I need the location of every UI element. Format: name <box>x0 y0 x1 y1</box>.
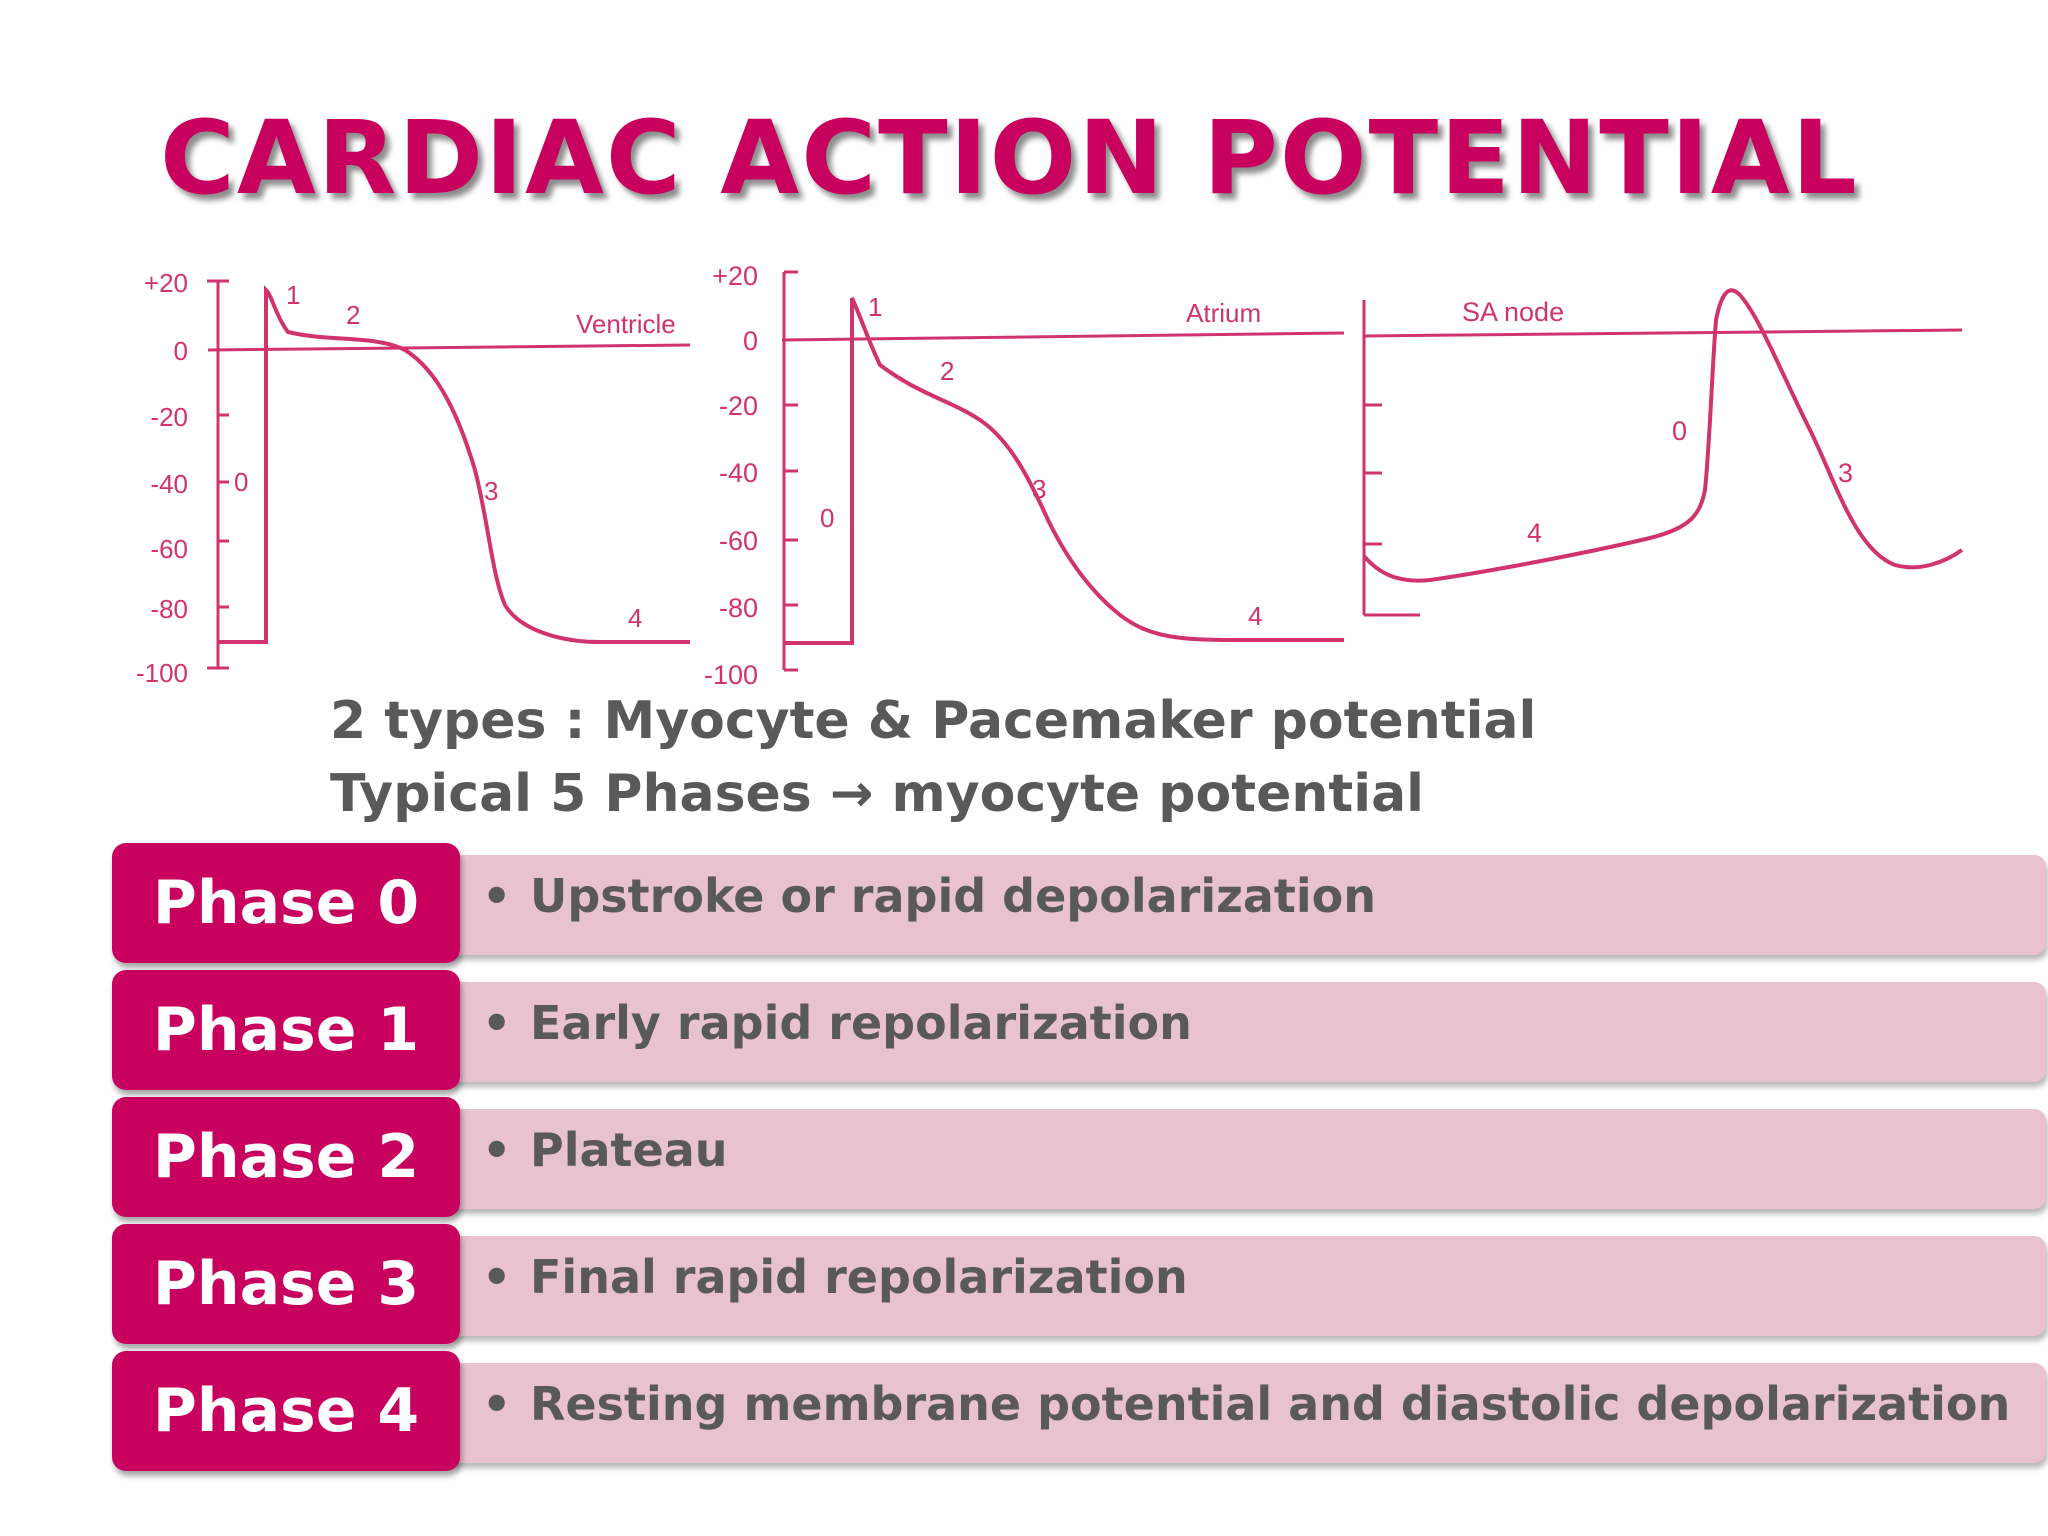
sa-node-curve <box>1362 288 1964 583</box>
phase-description-text: Resting membrane potential and diastolic… <box>530 1377 2011 1431</box>
ventricle-tick-label: -40 <box>150 469 188 499</box>
phase-description: • Early rapid repolarization <box>482 996 1192 1051</box>
sa-node-plot: SA node 0 3 4 <box>1362 288 1964 617</box>
ventricle-curve <box>218 285 690 644</box>
ventricle-tick-label: 0 <box>174 336 188 366</box>
atrium-tick-label: -60 <box>719 526 758 556</box>
phase-row: Phase 4 • Resting membrane potential and … <box>112 1351 2046 1473</box>
phase-label: Phase 3 <box>152 1249 420 1319</box>
phase-label-box: Phase 1 <box>112 970 460 1090</box>
atrium-zero-line <box>781 331 1345 342</box>
phase-description-bar <box>442 855 2046 955</box>
ventricle-label: Ventricle <box>576 309 676 339</box>
phase-description: • Upstroke or rapid depolarization <box>482 869 1376 924</box>
phase-label: Phase 4 <box>152 1376 420 1446</box>
ventricle-plot: +20 0 -20 -40 -60 -80 -100 Ventricle 0 1… <box>136 268 691 688</box>
atrium-tick-label: -80 <box>719 593 758 623</box>
phase-description-text: Final rapid repolarization <box>530 1250 1188 1304</box>
bullet-icon: • <box>482 1123 512 1177</box>
atrium-label: Atrium <box>1186 298 1261 328</box>
atrium-phase-label: 3 <box>1032 474 1046 504</box>
phase-description-text: Early rapid repolarization <box>530 996 1192 1050</box>
ventricle-phase-label: 0 <box>234 467 248 497</box>
phase-description: • Plateau <box>482 1123 728 1178</box>
phase-row: Phase 0 • Upstroke or rapid depolarizatio… <box>112 843 2046 965</box>
phase-description-text: Upstroke or rapid depolarization <box>530 869 1377 923</box>
action-potential-diagrams: +20 0 -20 -40 -60 -80 -100 Ventricle 0 1… <box>136 261 1964 690</box>
ventricle-phase-label: 2 <box>346 300 360 330</box>
ventricle-phase-label: 1 <box>286 280 300 310</box>
sa-node-phase-label: 3 <box>1838 458 1853 488</box>
subtitle-types: 2 types : Myocyte & Pacemaker potential <box>330 691 1537 751</box>
sa-node-y-ticks <box>1364 403 1420 617</box>
phase-row: Phase 2 • Plateau <box>112 1097 2046 1219</box>
bullet-icon: • <box>482 1377 512 1431</box>
ventricle-tick-label: -60 <box>150 534 188 564</box>
phase-row: Phase 3 • Final rapid repolarization <box>112 1224 2046 1346</box>
atrium-tick-label: 0 <box>743 326 758 356</box>
phase-description-bar <box>442 982 2046 1082</box>
slide-title: CARDIAC ACTION POTENTIAL <box>160 99 1859 218</box>
phase-label-box: Phase 3 <box>112 1224 460 1344</box>
phase-label: Phase 2 <box>152 1122 420 1192</box>
atrium-tick-label: -40 <box>719 458 758 488</box>
ventricle-tick-label: -100 <box>136 658 188 688</box>
ventricle-tick-label: -80 <box>150 594 188 624</box>
bullet-icon: • <box>482 996 512 1050</box>
phase-description: • Final rapid repolarization <box>482 1250 1188 1305</box>
bullet-icon: • <box>482 1250 512 1304</box>
phase-label-box: Phase 2 <box>112 1097 460 1217</box>
ventricle-zero-line <box>207 343 691 352</box>
phase-label: Phase 0 <box>152 868 420 938</box>
atrium-phase-label: 4 <box>1248 601 1262 631</box>
atrium-phase-label: 1 <box>868 292 882 322</box>
phase-description-bar <box>442 1109 2046 1209</box>
phase-row: Phase 1 • Early rapid repolarization <box>112 970 2046 1092</box>
ventricle-phase-label: 3 <box>484 476 498 506</box>
subtitle-phases: Typical 5 Phases → myocyte potential <box>330 764 1424 824</box>
atrium-plot: +20 0 -20 -40 -60 -80 -100 Atrium 0 1 2 … <box>704 261 1345 690</box>
sa-node-phase-label: 4 <box>1527 518 1542 548</box>
bullet-icon: • <box>482 869 512 923</box>
phase-description: • Resting membrane potential and diastoli… <box>482 1377 2010 1432</box>
atrium-tick-label: +20 <box>712 261 758 291</box>
ventricle-tick-label: -20 <box>150 402 188 432</box>
ventricle-y-ticks <box>207 279 229 670</box>
atrium-phase-label: 2 <box>940 356 954 386</box>
phase-description-bar <box>442 1236 2046 1336</box>
atrium-phase-label: 0 <box>820 503 834 533</box>
atrium-curve <box>784 297 1344 645</box>
phase-description-text: Plateau <box>530 1123 728 1177</box>
phase-description-bar <box>442 1363 2046 1463</box>
atrium-y-ticks <box>784 270 798 672</box>
sa-node-label: SA node <box>1462 297 1564 327</box>
ventricle-phase-label: 4 <box>628 603 642 633</box>
sa-node-phase-label: 0 <box>1672 416 1687 446</box>
atrium-tick-label: -100 <box>704 660 758 690</box>
phase-label-box: Phase 0 <box>112 843 460 963</box>
phase-label: Phase 1 <box>152 995 420 1065</box>
ventricle-tick-label: +20 <box>144 268 188 298</box>
atrium-tick-label: -20 <box>719 391 758 421</box>
phase-label-box: Phase 4 <box>112 1351 460 1471</box>
sa-node-zero-line <box>1363 328 1963 338</box>
